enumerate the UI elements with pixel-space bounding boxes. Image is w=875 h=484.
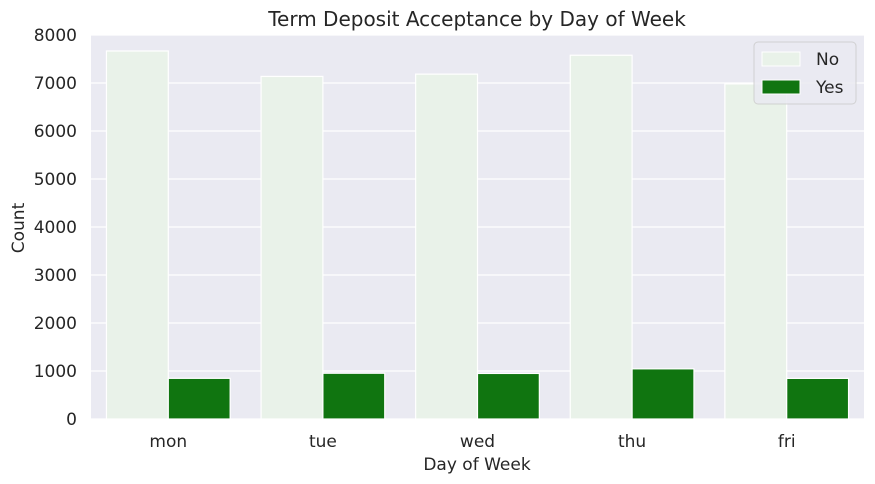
bar-no-wed xyxy=(415,73,479,420)
bar-no-mon xyxy=(105,50,169,420)
bar-yes-fri xyxy=(786,377,850,420)
y-tick-label: 7000 xyxy=(34,74,77,94)
x-tick-label: wed xyxy=(460,432,495,452)
y-tick-label: 5000 xyxy=(34,170,77,190)
y-tick-label: 1000 xyxy=(34,362,77,382)
x-axis-label: Day of Week xyxy=(423,455,530,475)
bar-no-thu xyxy=(569,54,633,420)
x-tick-labels: mon tue wed thu fri xyxy=(149,432,795,452)
x-tick-label: fri xyxy=(778,432,796,452)
bars xyxy=(105,50,850,420)
y-tick-label: 8000 xyxy=(34,26,77,46)
y-tick-label: 0 xyxy=(66,410,77,430)
bar-no-tue xyxy=(260,75,324,420)
bar-yes-mon xyxy=(167,377,231,420)
legend-label-yes: Yes xyxy=(815,78,844,98)
legend: No Yes xyxy=(753,41,857,105)
y-tick-labels: 0 1000 2000 3000 4000 5000 6000 7000 8000 xyxy=(34,26,77,430)
y-tick-label: 6000 xyxy=(34,122,77,142)
legend-swatch-yes xyxy=(761,79,801,95)
x-tick-label: thu xyxy=(618,432,646,452)
x-tick-label: mon xyxy=(149,432,187,452)
y-tick-label: 4000 xyxy=(34,218,77,238)
chart-title: Term Deposit Acceptance by Day of Week xyxy=(267,7,686,31)
y-axis-label: Count xyxy=(9,202,29,253)
y-tick-label: 2000 xyxy=(34,314,77,334)
y-tick-label: 3000 xyxy=(34,266,77,286)
legend-label-no: No xyxy=(816,50,839,70)
bar-no-fri xyxy=(724,83,788,420)
bar-yes-thu xyxy=(631,368,695,420)
bar-yes-tue xyxy=(322,372,386,420)
x-tick-label: tue xyxy=(309,432,337,452)
bar-yes-wed xyxy=(476,372,540,420)
legend-swatch-no xyxy=(761,51,801,67)
